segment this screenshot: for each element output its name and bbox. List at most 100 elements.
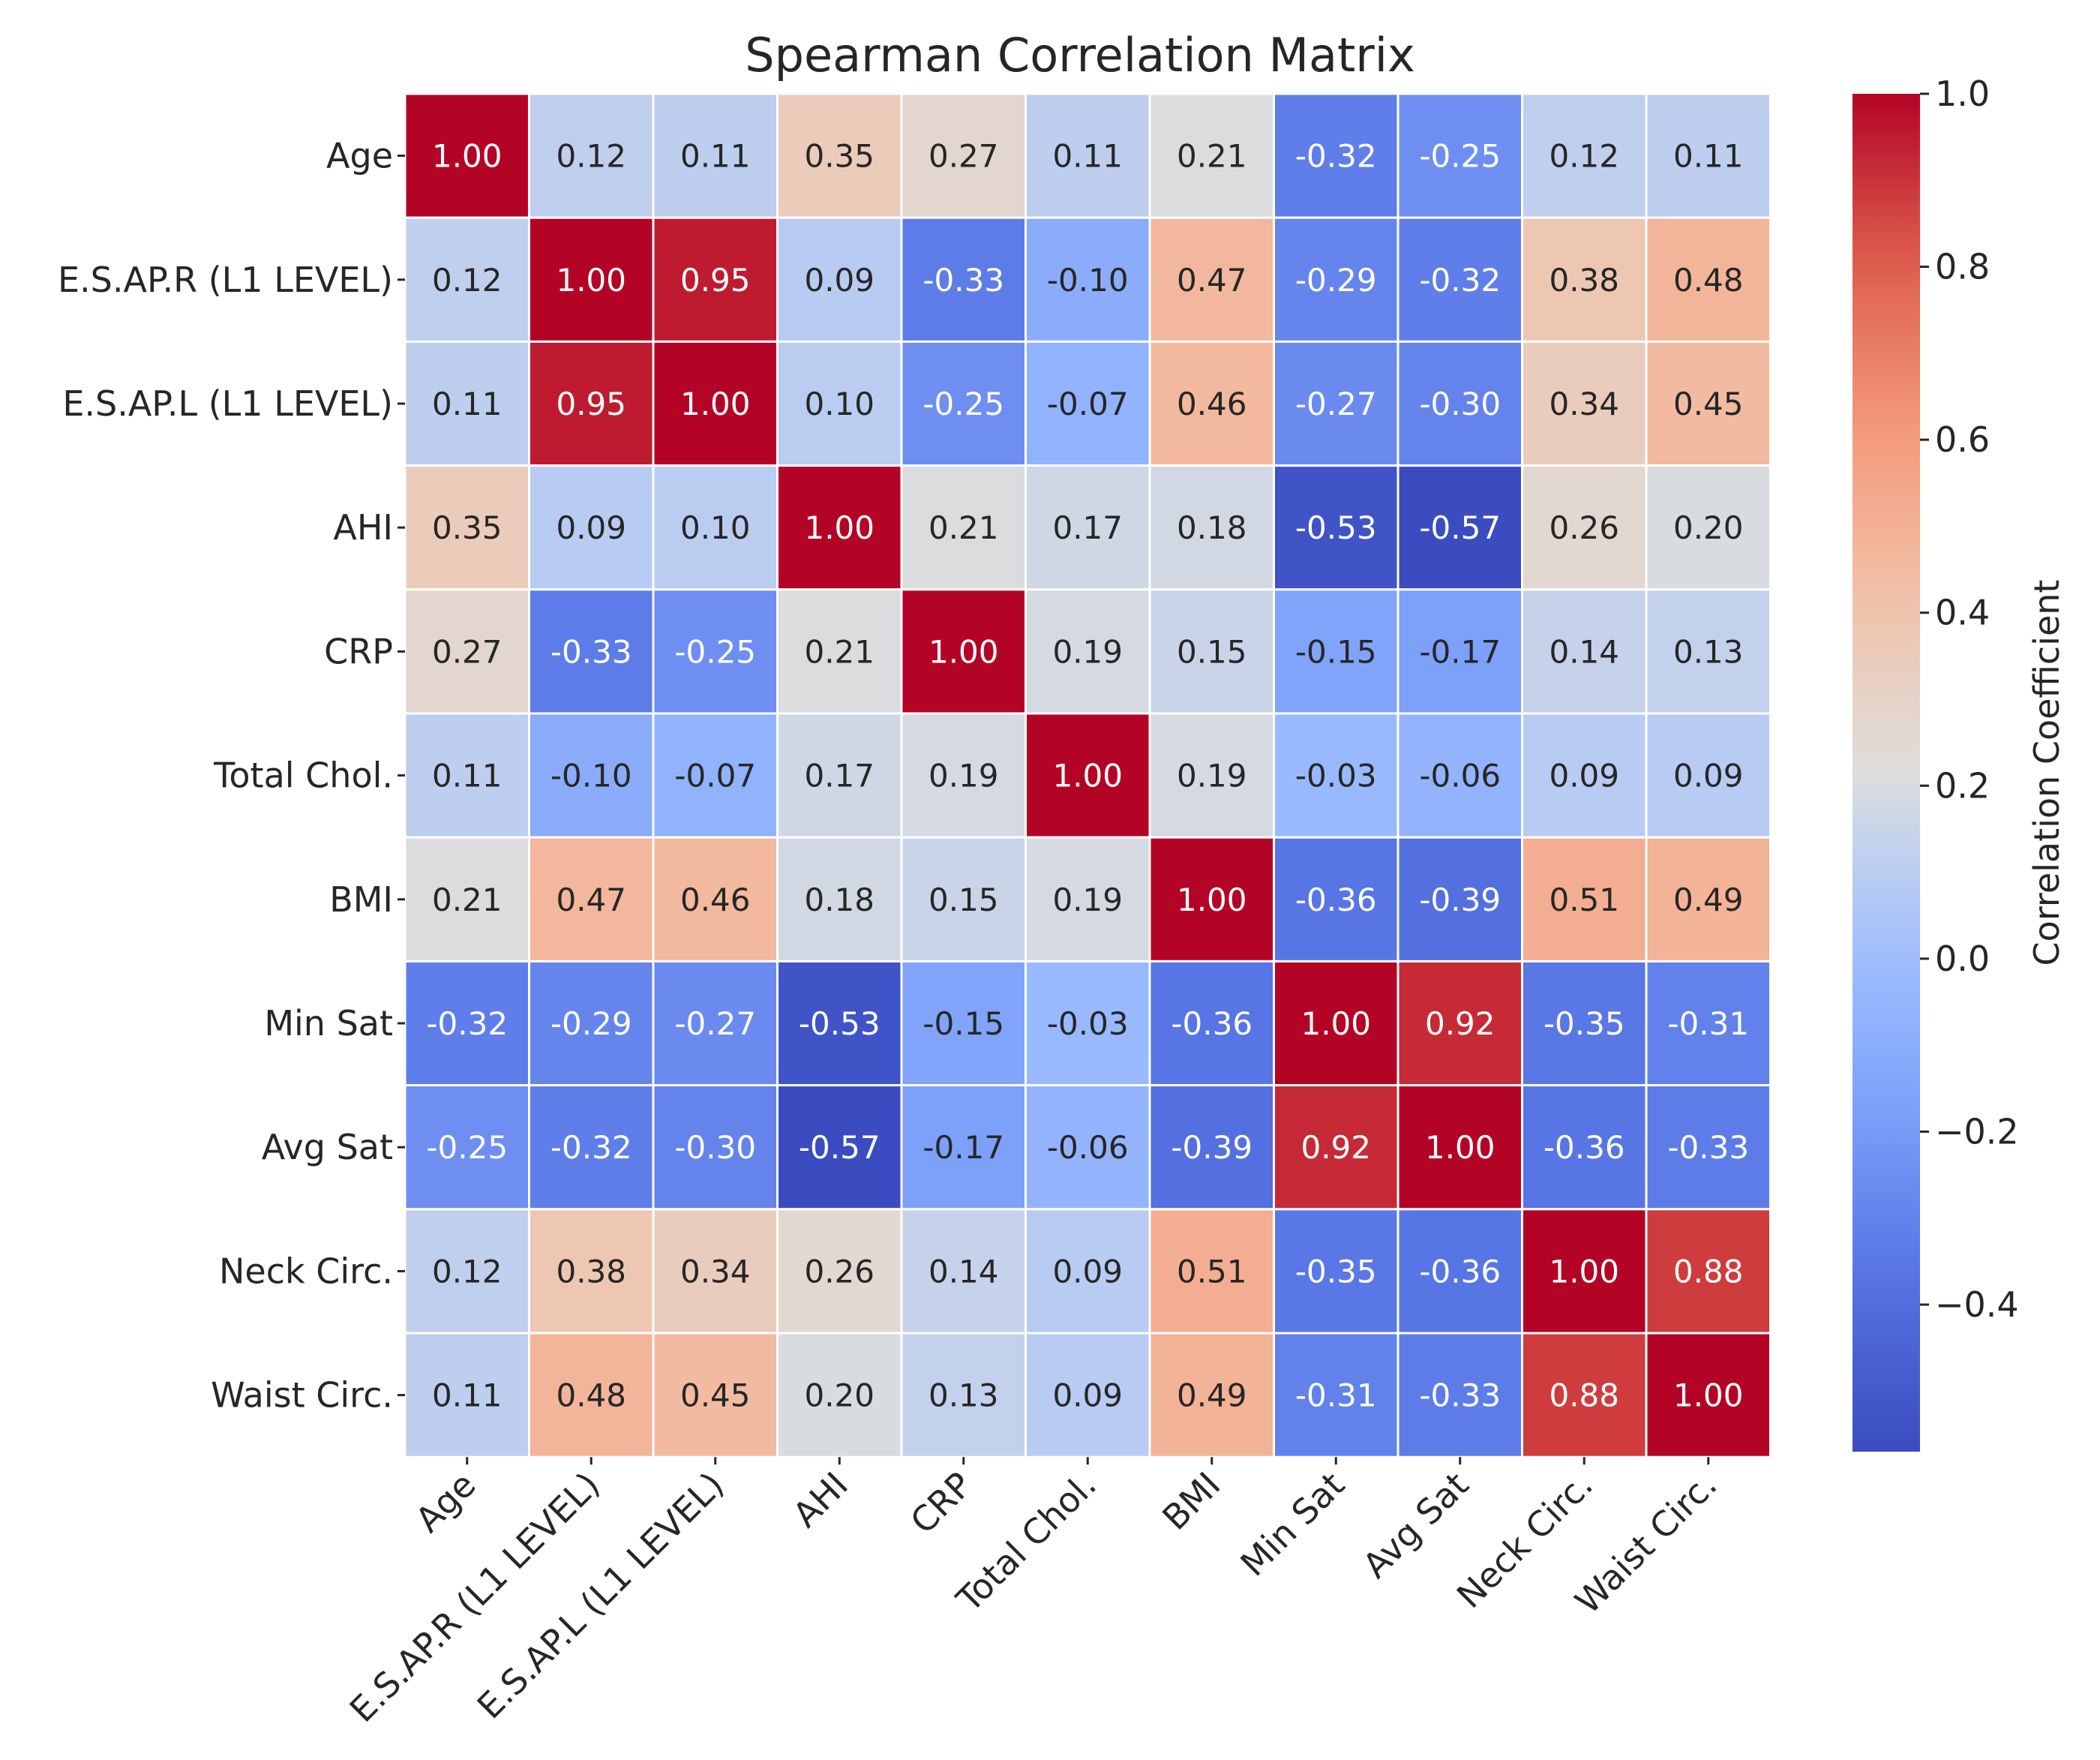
heatmap-cell bbox=[404, 712, 530, 839]
x-tick-label: E.S.AP.L (L1 LEVEL) bbox=[470, 1464, 732, 1727]
cell-value-label: 0.15 bbox=[928, 882, 999, 918]
cell-value-label: -0.10 bbox=[550, 758, 632, 794]
y-tick-label: Neck Circ. bbox=[219, 1251, 393, 1291]
cell-value-label: -0.27 bbox=[674, 1005, 756, 1042]
cell-value-label: 0.11 bbox=[1052, 138, 1123, 175]
cell-value-label: -0.33 bbox=[1667, 1129, 1749, 1166]
heatmap-cell bbox=[1148, 836, 1275, 963]
cell-value-label: 0.48 bbox=[1673, 262, 1744, 299]
cell-value-label: -0.31 bbox=[1667, 1005, 1749, 1042]
heatmap-cell bbox=[1024, 836, 1151, 963]
y-tick-label: CRP bbox=[324, 631, 393, 671]
cell-value-label: 0.14 bbox=[928, 1253, 999, 1290]
cell-value-label: 0.20 bbox=[804, 1377, 874, 1414]
cell-value-label: 0.17 bbox=[1052, 509, 1123, 546]
cell-value-label: 0.27 bbox=[928, 138, 999, 175]
x-tick-label: CRP bbox=[902, 1464, 980, 1542]
heatmap-cell bbox=[1273, 92, 1400, 219]
heatmap-cell bbox=[1645, 960, 1772, 1087]
cell-value-label: -0.39 bbox=[1171, 1129, 1252, 1166]
heatmap-cell bbox=[528, 960, 655, 1087]
heatmap-cell bbox=[404, 92, 530, 219]
cell-value-label: -0.25 bbox=[1419, 138, 1501, 175]
x-tick-label: AHI bbox=[785, 1464, 856, 1535]
heatmap-cell bbox=[652, 1208, 778, 1335]
cell-value-label: -0.03 bbox=[1047, 1005, 1129, 1042]
cell-value-label: 0.18 bbox=[804, 882, 874, 918]
heatmap-cell bbox=[1396, 712, 1523, 839]
cell-value-label: -0.36 bbox=[1419, 1253, 1501, 1290]
heatmap-cell bbox=[1645, 712, 1772, 839]
cell-value-label: 0.15 bbox=[1177, 633, 1247, 670]
cell-value-label: -0.36 bbox=[1171, 1005, 1252, 1042]
cell-value-label: 0.26 bbox=[1549, 509, 1619, 546]
heatmap-cell bbox=[900, 588, 1027, 715]
heatmap-cell bbox=[1521, 960, 1648, 1087]
heatmap-cell bbox=[1645, 588, 1772, 715]
heatmap-cell bbox=[1273, 1084, 1400, 1211]
colorbar-tick-label: 0.6 bbox=[1935, 419, 1990, 460]
cell-value-label: 0.88 bbox=[1549, 1377, 1619, 1414]
cell-value-label: -0.33 bbox=[1419, 1377, 1501, 1414]
y-tick-label: BMI bbox=[329, 879, 393, 920]
colorbar: 1.0 0.8 0.6 0.4 0.2 0.0 −0.2 −0.4 Correlation Co… bbox=[1852, 74, 2067, 1452]
heatmap-cell bbox=[1521, 836, 1648, 963]
x-tick-label: Avg Sat bbox=[1354, 1464, 1476, 1586]
heatmap-cell bbox=[1148, 960, 1275, 1087]
heatmap-cell bbox=[1645, 1332, 1772, 1458]
cell-value-label: 0.48 bbox=[556, 1377, 626, 1414]
heatmap-cell bbox=[1024, 216, 1151, 343]
cell-value-label: 0.13 bbox=[928, 1377, 999, 1414]
heatmap-cell bbox=[1024, 1332, 1151, 1458]
colorbar-label: Correlation Coefficient bbox=[2026, 580, 2067, 966]
heatmap-cell bbox=[652, 1084, 778, 1211]
chart-title: Spearman Correlation Matrix bbox=[745, 28, 1414, 83]
cell-value-label: -0.25 bbox=[426, 1129, 508, 1166]
heatmap-cell bbox=[900, 1208, 1027, 1335]
cell-value-label: 1.00 bbox=[1052, 758, 1123, 794]
cell-value-label: 0.35 bbox=[804, 138, 874, 175]
heatmap-cell bbox=[1396, 836, 1523, 963]
cell-value-label: 1.00 bbox=[556, 262, 626, 299]
cell-value-label: -0.39 bbox=[1419, 882, 1501, 918]
cell-value-label: 0.38 bbox=[556, 1253, 626, 1290]
heatmap-cell bbox=[1645, 92, 1772, 219]
cell-value-label: 0.95 bbox=[680, 262, 751, 299]
x-tick-label: Min Sat bbox=[1232, 1464, 1352, 1584]
cell-value-label: 0.95 bbox=[556, 386, 626, 422]
heatmap-cell bbox=[1521, 216, 1648, 343]
heatmap-cell bbox=[1148, 464, 1275, 591]
cell-value-label: -0.29 bbox=[550, 1005, 632, 1042]
cell-value-label: 0.11 bbox=[432, 758, 502, 794]
heatmap-cell bbox=[1521, 588, 1648, 715]
cell-value-label: 1.00 bbox=[432, 138, 502, 175]
cell-value-label: 0.12 bbox=[1549, 138, 1619, 175]
heatmap-cell bbox=[776, 1208, 903, 1335]
cell-value-label: 0.26 bbox=[804, 1253, 874, 1290]
cell-value-label: 1.00 bbox=[680, 386, 751, 422]
heatmap-cell bbox=[404, 588, 530, 715]
cell-value-label: 0.11 bbox=[680, 138, 751, 175]
cell-value-label: 1.00 bbox=[1673, 1377, 1744, 1414]
heatmap-cell bbox=[900, 340, 1027, 467]
cell-value-label: 1.00 bbox=[928, 633, 999, 670]
heatmap-cell bbox=[1024, 960, 1151, 1087]
heatmap-cell bbox=[776, 836, 903, 963]
heatmap-cell bbox=[1396, 1208, 1523, 1335]
cell-value-label: 0.19 bbox=[1052, 882, 1123, 918]
heatmap-cell bbox=[776, 960, 903, 1087]
y-tick-label: Avg Sat bbox=[262, 1127, 393, 1167]
cell-value-label: 0.10 bbox=[680, 509, 751, 546]
cell-value-label: 0.09 bbox=[1052, 1253, 1123, 1290]
heatmap-cell bbox=[1273, 1332, 1400, 1458]
heatmap-cell bbox=[1273, 960, 1400, 1087]
colorbar-tick-label: 0.4 bbox=[1935, 593, 1990, 633]
heatmap-cell bbox=[776, 712, 903, 839]
heatmap-cell bbox=[1024, 464, 1151, 591]
cell-value-label: -0.17 bbox=[922, 1129, 1004, 1166]
heatmap-cell bbox=[528, 836, 655, 963]
heatmap-cell bbox=[404, 960, 530, 1087]
cell-value-label: -0.33 bbox=[922, 262, 1004, 299]
cell-value-label: 1.00 bbox=[1177, 882, 1247, 918]
